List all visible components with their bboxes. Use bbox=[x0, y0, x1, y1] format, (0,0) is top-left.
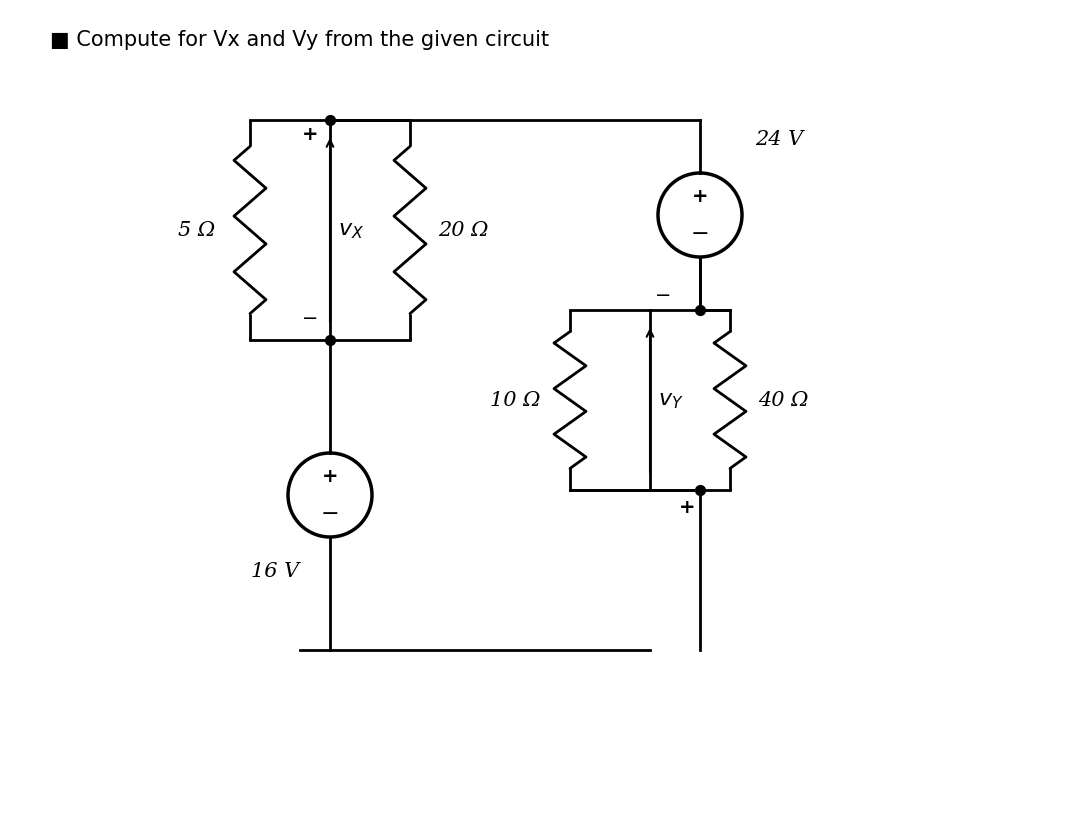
Text: 24 V: 24 V bbox=[755, 130, 804, 149]
Text: $v_Y$: $v_Y$ bbox=[658, 389, 684, 411]
Text: +: + bbox=[678, 498, 696, 517]
Point bbox=[691, 483, 708, 496]
Text: $v_X$: $v_X$ bbox=[338, 219, 364, 241]
Point bbox=[322, 333, 339, 347]
Text: 10 Ω: 10 Ω bbox=[489, 391, 540, 409]
Text: 16 V: 16 V bbox=[251, 562, 299, 581]
Text: −: − bbox=[654, 286, 672, 305]
Text: 20 Ω: 20 Ω bbox=[438, 221, 488, 239]
Text: −: − bbox=[321, 504, 339, 524]
Point bbox=[691, 303, 708, 317]
Point bbox=[322, 113, 339, 127]
Text: −: − bbox=[301, 309, 318, 328]
Text: 40 Ω: 40 Ω bbox=[758, 391, 808, 409]
Text: +: + bbox=[301, 125, 318, 144]
Text: +: + bbox=[322, 466, 338, 486]
Text: ■ Compute for Vx and Vy from the given circuit: ■ Compute for Vx and Vy from the given c… bbox=[50, 30, 549, 50]
Text: −: − bbox=[691, 224, 710, 244]
Text: +: + bbox=[692, 186, 708, 206]
Text: 5 Ω: 5 Ω bbox=[178, 221, 215, 239]
